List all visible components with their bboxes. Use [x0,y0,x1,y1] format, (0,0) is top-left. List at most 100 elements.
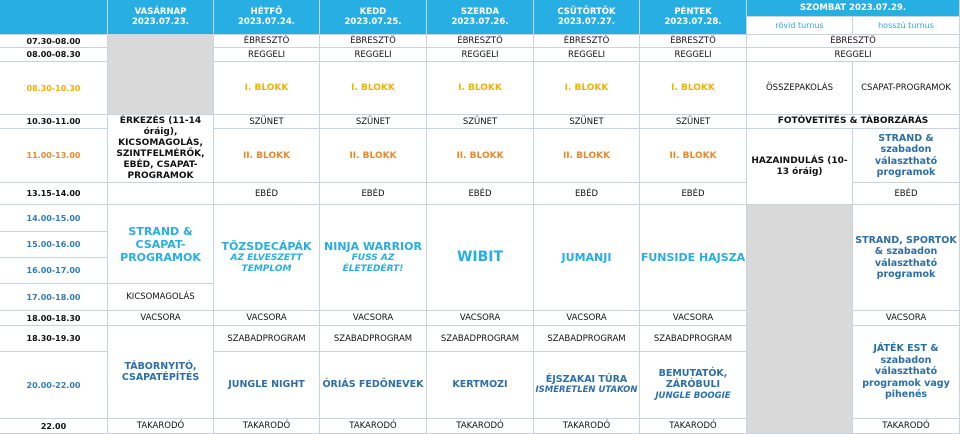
lunch-cell: EBÉD [640,183,747,205]
break-text: SZÜNET [355,116,391,127]
evening-title: JUNGLE NIGHT [228,379,305,391]
day-main-program: FUNSIDE HAJSZA [640,205,747,311]
free-text: SZABADPROGRAM [227,333,306,344]
wake-cell: ÉBRESZTŐ [427,35,534,48]
break-cell: SZÜNET [320,115,427,129]
sat-breakfast: REGGELI [747,48,960,62]
free-program-cell: SZABADPROGRAM [214,326,320,352]
time-label: 08.00-08.30 [26,50,81,59]
main-program-title: NINJA WARRIOR [324,240,422,253]
block1-cell: I. BLOKK [214,62,320,115]
time-slot: 18.00-18.30 [0,311,108,326]
breakfast-cell: REGGELI [427,48,534,62]
time-slot: 22.00 [0,419,108,434]
block2-cell: II. BLOKK [214,129,320,183]
free-text: SZABADPROGRAM [333,333,413,344]
dinner-text: VACSORA [885,313,927,323]
header-day-3: SZERDA 2023.07.26. [427,0,534,35]
evening-title: BEMUTATÓK, ZÁRÓBULI [658,367,728,391]
breakfast-text: REGGELI [567,49,606,60]
lights-out-text: TAKARODÓ [242,421,291,431]
evening-program: JUNGLE NIGHT [214,352,320,419]
block2-cell: II. BLOKK [640,129,747,183]
sat-evening: JÁTÉK EST & szabadon választható program… [853,326,960,419]
dinner-cell: VACSORA [320,311,427,326]
strand-long-text: STRAND & szabadon választható programok [874,132,938,179]
evening-subtitle: JUNGLE BOOGIE [655,390,731,401]
time-label: 07.30-08.00 [26,36,81,46]
turn-label: rövid turnus [775,21,824,30]
free-program-cell: SZABADPROGRAM [320,326,427,352]
day-main-program: NINJA WARRIOR FUSS AZ ÉLETEDÉRT! [320,205,427,311]
day-main-program: TŐZSDECÁPÁK AZ ELVESZETT TEMPLOM [214,205,320,311]
time-slot: 11.00-13.00 [0,129,108,183]
time-label: 15.00-16.00 [26,240,81,249]
dinner-text: VACSORA [459,313,501,323]
day-date: 2023.07.25. [344,17,402,27]
lights-out-cell: TAKARODÓ [534,419,640,434]
block2-text: II. BLOKK [242,150,291,161]
lunch-text: EBÉD [468,188,492,199]
sunday-arrival-text: ÉRKEZÉS (11-14 óráig), KICSOMAGOLÁS, SZI… [116,115,205,181]
dinner-text: VACSORA [672,313,714,323]
time-slot: 17.00-18.00 [0,284,108,311]
block2-cell: II. BLOKK [427,129,534,183]
block1-text: I. BLOKK [244,83,289,93]
lunch-text: EBÉD [574,188,599,199]
breakfast-cell: REGGELI [320,48,427,62]
block1-cell: I. BLOKK [320,62,427,115]
breakfast-text: REGGELI [674,49,712,60]
saturday-title: SZOMBAT 2023.07.29. [799,3,907,13]
sat-afternoon: STRAND, SPORTOK & szabadon választható p… [853,205,960,311]
block2-cell: II. BLOKK [320,129,427,183]
header-day-0: VASÁRNAP 2023.07.23. [108,0,214,35]
block1-cell: I. BLOKK [534,62,640,115]
day-main-program: JUMANJI [534,205,640,311]
time-slot: 10.30-11.00 [0,115,108,129]
evening-title: ÉJSZAKAI TÚRA [545,373,628,385]
block2-cell: II. BLOKK [534,129,640,183]
sunday-evening: TÁBORNYITÓ, CSAPATÉPÍTÉS [108,326,214,419]
sunday-strand: STRAND & CSAPAT-PROGRAMOK [108,205,214,284]
block2-text: II. BLOKK [349,150,397,161]
lights-out-cell: TAKARODÓ [320,419,427,434]
time-label: 20.00-22.00 [26,380,81,390]
sunday-dinner: VACSORA [108,311,214,326]
breakfast-text: REGGELI [834,49,872,60]
wake-text: ÉBRESZTŐ [670,36,716,46]
sat-lunch-long: EBÉD [853,183,960,205]
lights-out-cell: TAKARODÓ [640,419,747,434]
time-label: 17.00-18.00 [26,292,81,302]
day-name: SZERDA [460,7,500,17]
lunch-cell: EBÉD [214,183,320,205]
free-program-cell: SZABADPROGRAM [640,326,747,352]
wake-text: ÉBRESZTŐ [243,36,290,46]
wake-cell: ÉBRESZTŐ [214,35,320,48]
main-program-title: TŐZSDECÁPÁK [221,240,312,253]
lights-out-text: TAKARODÓ [349,421,397,431]
dinner-text: VACSORA [140,313,181,323]
wake-cell: ÉBRESZTŐ [534,35,640,48]
day-name: CSÜTÖRTÖK [557,7,616,17]
break-cell: SZÜNET [427,115,534,129]
block1-text: I. BLOKK [671,83,715,93]
free-program-cell: SZABADPROGRAM [534,326,640,352]
lights-out-text: TAKARODÓ [669,421,717,431]
break-text: SZÜNET [675,116,711,127]
header-saturday: SZOMBAT 2023.07.29. [747,0,960,17]
sunday-lights-out: TAKARODÓ [108,419,214,434]
time-slot: 14.00-15.00 [0,205,108,232]
header-day-1: HÉTFŐ 2023.07.24. [214,0,320,35]
sunday-arrival-cont [108,183,214,205]
sunday-empty [108,35,214,115]
break-cell: SZÜNET [640,115,747,129]
wake-text: ÉBRESZTŐ [457,36,503,46]
evening-program: KERTMOZI [427,352,534,419]
breakfast-cell: REGGELI [534,48,640,62]
dinner-cell: VACSORA [534,311,640,326]
break-cell: SZÜNET [534,115,640,129]
time-slot: 07.30-08.00 [0,35,108,48]
time-label: 22.00 [40,421,67,431]
free-text: SZABADPROGRAM [440,333,520,344]
